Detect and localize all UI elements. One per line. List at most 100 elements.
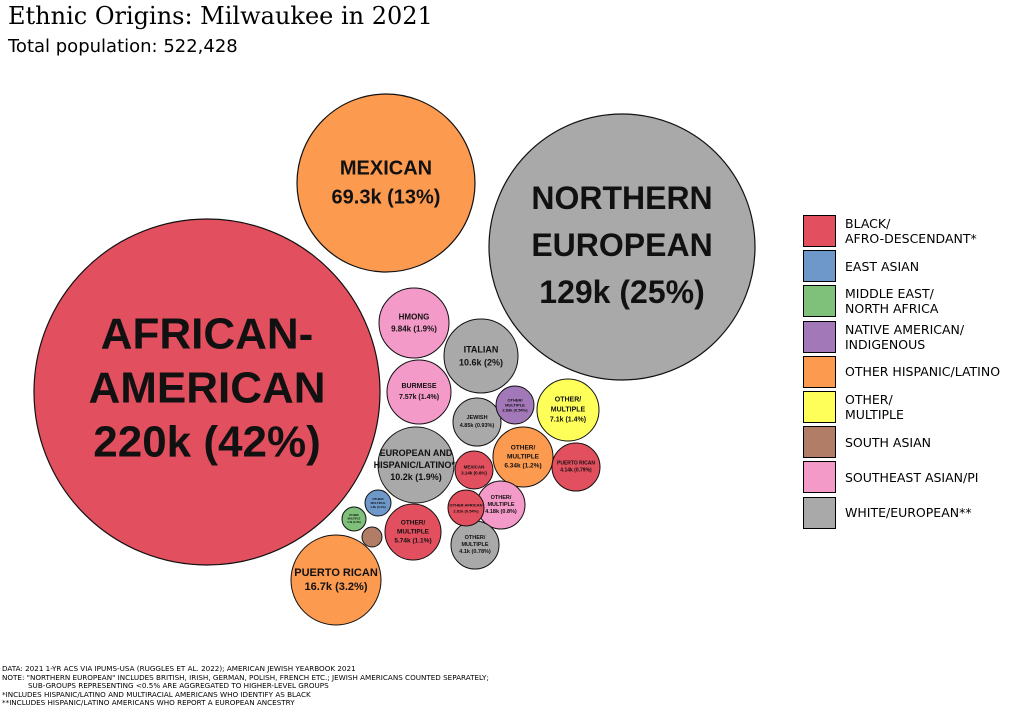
bubble-value-label: 4.18k (0.8%) [485, 509, 517, 515]
legend-swatch [803, 426, 836, 459]
bubble-value-label: 10.2k (1.9%) [390, 472, 442, 482]
note-line-2: SUB-GROUPS REPRESENTING <0.5% ARE AGGREG… [28, 681, 329, 691]
bubble-circle [378, 287, 450, 359]
bubble-value-label: 7.57k (1.4%) [399, 394, 439, 401]
bubble-name-label: HMONG [399, 313, 430, 322]
legend-swatch [803, 250, 836, 283]
bubble-value-label: 69.3k (13%) [332, 187, 441, 209]
bubble-circle [551, 442, 601, 492]
bubble-name-label: EUROPEAN AND [380, 448, 453, 458]
bubble-circle [492, 426, 554, 488]
bubble-name-label: BURMESE [401, 383, 436, 390]
bubble-name-label: EUROPEAN [531, 227, 712, 263]
bubble-circle [536, 378, 600, 442]
bubble-circle [386, 359, 452, 425]
legend-label: BLACK/ AFRO-DESCENDANT* [845, 216, 977, 246]
legend-item-black: BLACK/ AFRO-DESCENDANT* [803, 215, 1024, 249]
bubble-value-label: 4.85k (0.93%) [460, 423, 495, 429]
footnote-european: **INCLUDES HISPANIC/LATINO AMERICANS WHO… [2, 698, 295, 708]
bubble-name-label: MULTIPLE [461, 542, 488, 548]
legend-item-south-asian: SOUTH ASIAN [803, 426, 1024, 460]
bubble-name-label: ITALIAN [464, 345, 499, 355]
bubble-name-label: OTHER/ [511, 445, 536, 452]
bubble-value-label: 4.1k (0.78%) [459, 549, 491, 555]
bubble-name-label: MULTIPLE [348, 517, 361, 521]
bubble-south-asian-20 [361, 526, 383, 548]
bubble-circle [296, 93, 476, 273]
bubble-northern-european-1: NORTHERN EUROPEAN 129k (25%) [488, 113, 756, 381]
bubble-circle [454, 450, 494, 490]
bubble-circle [443, 318, 519, 394]
note-line-1: NOTE: "NORTHERN EUROPEAN" INCLUDES BRITI… [2, 672, 489, 682]
bubble-circle [290, 534, 382, 626]
bubble-name-label: JEWISH [466, 415, 487, 421]
bubble-circle [447, 489, 485, 527]
bubble-value-label: 9.84k (1.9%) [391, 325, 437, 334]
legend-swatch [803, 461, 836, 494]
bubble-name-label: MULTIPLE [397, 529, 430, 536]
bubble-value-label: 5.74k (1.1%) [394, 538, 431, 545]
legend-swatch [803, 496, 836, 529]
bubble-jewish-11: JEWISH 4.85k (0.93%) [452, 397, 502, 447]
bubble-name-label: MEXICAN [464, 465, 485, 470]
bubble-name-label: MEXICAN [340, 158, 432, 180]
bubble-name-label: MULTIPLE [371, 501, 386, 505]
legend-item-se-asian: SOUTHEAST ASIAN/PI [803, 461, 1024, 495]
bubble-name-label: AMERICAN [88, 364, 325, 413]
bubble-value-label: 1.8k (0.4%) [370, 505, 386, 509]
bubble-name-label: MULTIPLE [551, 407, 586, 414]
bubble-name-label: OTHER/ [372, 497, 384, 501]
bubble-value-label: 3.14k (0.6%) [461, 471, 487, 476]
legend-item-native: NATIVE AMERICAN/ INDIGENOUS [803, 320, 1024, 355]
bubble-european-and-hispanic-latino-5: EUROPEAN AND HISPANIC/LATINO** 10.2k (1.9%… [374, 426, 459, 504]
legend-swatch [803, 391, 836, 423]
legend-label: SOUTHEAST ASIAN/PI [845, 469, 979, 485]
bubble-value-label: 6.34k (1.2%) [504, 463, 541, 470]
legend-item-mena: MIDDLE EAST/ NORTH AFRICA [803, 285, 1024, 319]
bubble-hmong-6: HMONG 9.84k (1.9%) [378, 287, 450, 359]
bubble-value-label: 2.81k (0.54%) [453, 509, 479, 514]
bubble-name-label: OTHER AFRICAN [450, 503, 483, 508]
bubble-name-label: MULTIPLE [487, 502, 514, 508]
data-source-note: DATA: 2021 1-YR ACS VIA IPUMS-USA (RUGGL… [2, 664, 356, 673]
bubble-value-label: 220k (42%) [93, 418, 320, 467]
bubble-value-label: 7.1k (1.4%) [550, 417, 586, 424]
bubble-name-label: MULTIPLE [507, 454, 540, 461]
bubble-value-label: 1.3k (0.3%) [347, 520, 361, 524]
legend-item-multiple: OTHER/ MULTIPLE [803, 391, 1024, 425]
bubble-name-label: OTHER/ [349, 513, 359, 517]
bubble-circle [341, 506, 367, 532]
legend-swatch [803, 215, 836, 247]
bubble-other-multiple-8: OTHER/MULTIPLE 7.1k (1.4%) [536, 378, 600, 442]
bubble-value-label: 16.7k (3.2%) [305, 581, 368, 593]
legend-label: MIDDLE EAST/ NORTH AFRICA [845, 286, 939, 317]
bubble-name-label: OTHER/ [555, 397, 582, 404]
bubble-puerto-rican-3: PUERTO RICAN 16.7k (3.2%) [290, 534, 382, 626]
chart-title: Ethnic Origins: Milwaukee in 2021 [8, 2, 433, 30]
bubble-name-label: HISPANIC/LATINO** [374, 460, 459, 470]
legend-swatch [803, 355, 836, 388]
bubble-circle [364, 489, 392, 517]
bubble-name-label: OTHER/ [465, 535, 486, 541]
legend-label: WHITE/EUROPEAN** [845, 505, 972, 521]
legend-swatch [803, 320, 836, 353]
legend-label: EAST ASIAN [845, 258, 920, 274]
bubble-circle [377, 426, 455, 504]
legend-label: SOUTH ASIAN [845, 434, 932, 450]
legend-item-east-asian: EAST ASIAN [803, 250, 1024, 284]
bubble-circle [33, 218, 381, 566]
bubble-other-multiple-10: OTHER/MULTIPLE 5.74k (1.1%) [384, 503, 442, 561]
bubble-circle [361, 526, 383, 548]
bubble-name-label: OTHER/ [507, 398, 523, 403]
legend-label: NATIVE AMERICAN/ INDIGENOUS [845, 321, 965, 352]
chart-notes: DATA: 2021 1-YR ACS VIA IPUMS-USA (RUGGL… [2, 664, 489, 708]
bubble-name-label: AFRICAN- [101, 310, 314, 359]
legend-label: OTHER/ MULTIPLE [845, 392, 904, 422]
bubble-circle [452, 397, 502, 447]
